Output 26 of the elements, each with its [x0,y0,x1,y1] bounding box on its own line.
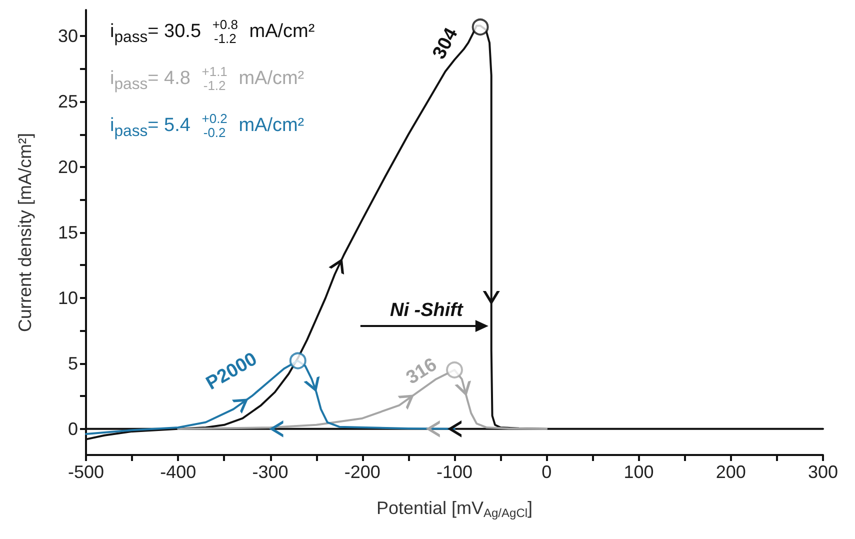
y-tick-label: 20 [58,157,78,178]
x-tick-label: -500 [68,462,104,482]
x-tick-label: 0 [542,462,552,482]
x-tick-label: 200 [716,462,746,482]
x-tick-label: -100 [436,462,473,482]
annotation: i$_{pass}$= 5.4 $^{+0.2}$$_{-0.2}$ mA/cm² [110,111,304,141]
annotation: Ni -Shift [390,300,463,322]
y-tick-label: 0 [68,418,78,439]
point [289,352,306,370]
x-tick-label: -400 [160,462,196,482]
y-tick-label: 25 [58,92,78,112]
point [472,18,489,36]
annotation: 316 [402,354,442,390]
annotation: i$_{pass}$= 4.8 $^{+1.1}$$_{-1.2}$ mA/cm² [110,64,304,94]
x-tick-label: 100 [624,462,654,482]
x-tick-label: 300 [808,462,838,482]
point [446,361,463,378]
y-tick-label: 10 [58,288,78,308]
annotation: i$_{pass}$= 30.5 $^{+0.8}$$_{-1.2}$ mA/cm² [110,17,315,47]
y-tick-label: 15 [58,222,78,242]
x-tick-label: -300 [252,462,288,482]
annotation: 304 [428,24,464,64]
y-tick-label: 5 [68,353,78,374]
y-tick-label: 30 [58,26,78,46]
x-tick-label: -200 [344,462,380,482]
y-axis-title: Current density [mA/cm²] [15,132,35,332]
